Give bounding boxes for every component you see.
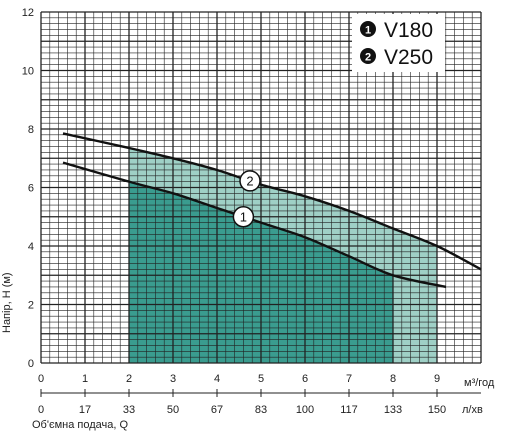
y-tick-label: 10 <box>22 66 34 78</box>
x2-tick-label: 150 <box>428 404 446 416</box>
x2-axis-unit: л/хв <box>462 404 483 416</box>
x-tick-label: 1 <box>82 373 88 385</box>
y-tick-label: 4 <box>28 241 34 253</box>
legend-marker-2-icon <box>360 48 376 64</box>
x2-tick-label: 67 <box>211 404 223 416</box>
x-tick-label: 3 <box>170 373 176 385</box>
x-tick-label: 4 <box>214 373 220 385</box>
legend-marker-1-icon <box>360 21 376 37</box>
curve-marker-2-number: 2 <box>246 173 253 188</box>
y-tick-label: 2 <box>28 300 34 312</box>
x-tick-label: 6 <box>302 373 308 385</box>
x2-tick-label: 117 <box>340 404 358 416</box>
legend-label-v180: V180 <box>384 19 433 42</box>
x-tick-label: 7 <box>346 373 352 385</box>
x-axis-title: Об'ємна подача, Q <box>32 419 128 431</box>
x2-tick-label: 83 <box>255 404 267 416</box>
curve-v180 <box>62 161 447 289</box>
y-tick-label: 8 <box>28 124 34 136</box>
x2-tick-label: 33 <box>123 404 135 416</box>
x-axis-unit: м³/год <box>464 377 495 389</box>
legend: 1 V180 2 V250 <box>352 14 445 72</box>
legend-label-v250: V250 <box>384 46 433 69</box>
x-tick-label: 8 <box>390 373 396 385</box>
x-tick-label: 9 <box>434 373 440 385</box>
x-tick-label: 2 <box>126 373 132 385</box>
curve-marker-1-number: 1 <box>240 209 247 224</box>
operating-range-fills <box>129 148 437 363</box>
curve-marker-2-icon <box>239 170 261 192</box>
y-axis-title: Напір, H (м) <box>1 272 13 333</box>
curve-marker-1-icon <box>232 206 255 228</box>
x2-tick-label: 17 <box>79 404 91 416</box>
curve-markers: 12 <box>232 170 261 228</box>
y-tick-label: 6 <box>28 183 34 195</box>
x2-tick-label: 0 <box>38 404 44 416</box>
x2-tick-label: 133 <box>384 404 402 416</box>
x2-tick-label: 50 <box>167 404 179 416</box>
y-tick-label: 0 <box>28 358 34 370</box>
pump-curves <box>62 132 482 289</box>
legend-marker-2-number: 2 <box>365 52 371 64</box>
x2-tick-label: 100 <box>296 404 314 416</box>
legend-marker-1-number: 1 <box>365 25 371 37</box>
x-tick-label: 0 <box>38 373 44 385</box>
y-tick-label: 12 <box>22 7 34 19</box>
x-tick-label: 5 <box>258 373 264 385</box>
curve-v250 <box>62 132 482 271</box>
